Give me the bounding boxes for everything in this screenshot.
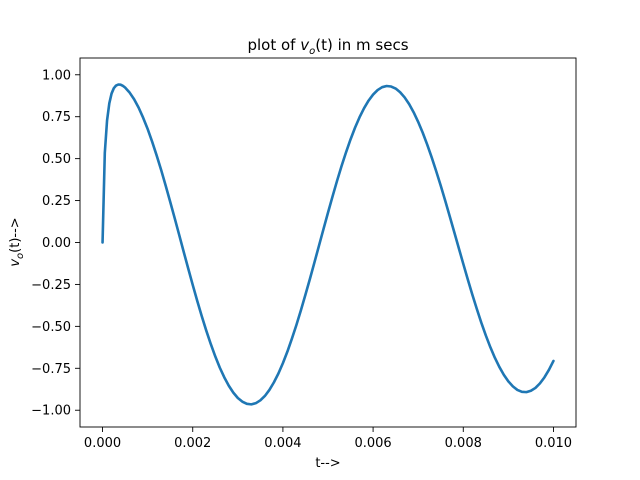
y-axis-label-suffix: (t)-->	[8, 217, 23, 253]
chart-title: plot of vo(t) in m secs	[247, 36, 408, 57]
y-tick-label: 0.25	[42, 194, 71, 209]
chart-title-prefix: plot of	[247, 36, 300, 54]
y-tick-label: 0.00	[42, 236, 71, 251]
y-axis-ticks: −1.00 −0.75 −0.50 −0.25 0.00 0.25 0.50 0.75 1.00	[31, 68, 80, 419]
y-tick-label: −1.00	[31, 404, 71, 419]
x-tick-label: 0.010	[535, 436, 572, 451]
series-line-0	[101, 83, 555, 406]
y-tick-label: −0.75	[31, 362, 71, 377]
x-tick-label: 0.002	[174, 436, 211, 451]
x-axis-label: t-->	[315, 456, 340, 471]
y-axis-label: vo(t)-->	[8, 217, 26, 266]
chart-title-suffix: (t) in m secs	[315, 36, 408, 54]
x-tick-label: 0.004	[264, 436, 301, 451]
x-axis-ticks: 0.000 0.002 0.004 0.006 0.008 0.010	[84, 427, 572, 451]
x-tick-label: 0.000	[84, 436, 121, 451]
axes-frame	[79, 57, 577, 428]
y-axis-label-subscript: o	[15, 253, 26, 259]
plot-area	[101, 83, 555, 406]
y-tick-label: 1.00	[42, 68, 71, 83]
y-tick-label: 0.75	[42, 110, 71, 125]
y-tick-label: −0.25	[31, 278, 71, 293]
x-tick-label: 0.008	[445, 436, 482, 451]
y-tick-label: −0.50	[31, 320, 71, 335]
y-tick-label: 0.50	[42, 152, 71, 167]
chart-title-symbol: v	[300, 36, 310, 54]
y-axis-label-symbol: v	[8, 259, 23, 267]
chart-title-subscript: o	[309, 46, 315, 57]
x-tick-label: 0.006	[354, 436, 391, 451]
